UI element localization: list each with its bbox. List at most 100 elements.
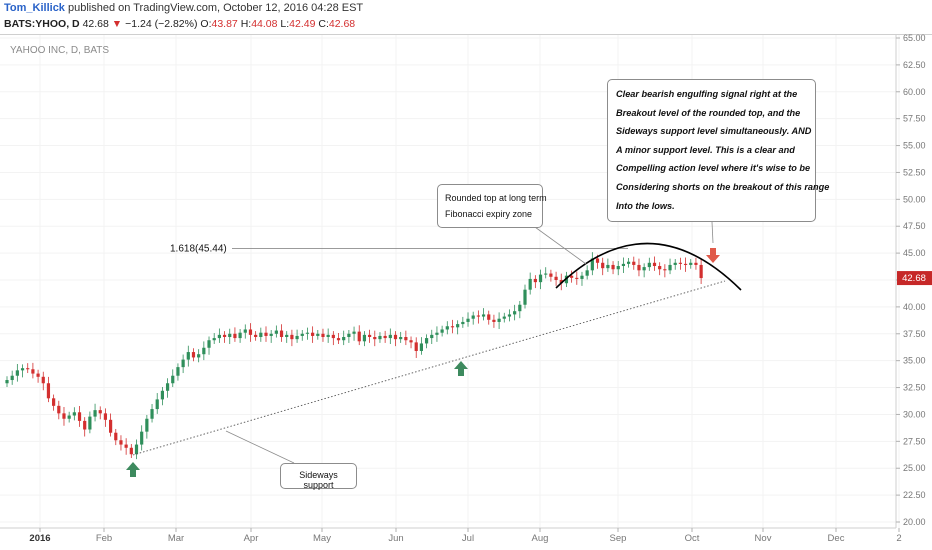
candle <box>222 331 227 343</box>
candle <box>98 406 102 420</box>
candle <box>663 264 667 278</box>
candle <box>155 393 159 414</box>
candle <box>362 331 367 347</box>
time-tick-label: Sep <box>610 533 627 544</box>
candle <box>347 330 351 343</box>
candle <box>481 308 486 321</box>
candle <box>83 417 87 437</box>
time-tick-label: Jul <box>462 533 474 544</box>
candle <box>476 310 480 324</box>
up-arrow-icon <box>454 361 468 376</box>
candle <box>673 259 677 270</box>
time-tick-label: Jun <box>388 533 403 544</box>
candle <box>26 363 30 374</box>
candle <box>502 312 506 323</box>
price-tick-label: 52.50 <box>903 167 926 177</box>
candle <box>52 394 56 411</box>
candle <box>186 345 190 367</box>
candle <box>46 376 51 403</box>
candle <box>171 369 175 388</box>
candle <box>259 327 263 342</box>
candle <box>466 312 470 327</box>
candle <box>419 337 423 355</box>
down-arrow-icon <box>706 248 720 263</box>
candle <box>518 300 522 319</box>
candle <box>523 284 527 309</box>
candle <box>471 311 475 325</box>
time-tick-label: 2 <box>896 533 901 544</box>
candle <box>57 400 61 420</box>
candle <box>652 256 657 271</box>
candle <box>647 257 651 271</box>
author-link[interactable]: Tom_Killick <box>4 2 65 14</box>
candle <box>285 331 289 343</box>
callout-pointer-big <box>711 221 714 244</box>
last-price-badge-text: 42.68 <box>902 273 926 284</box>
candle <box>31 362 35 379</box>
candle <box>72 407 76 421</box>
candle <box>160 387 164 406</box>
time-tick-label: Apr <box>244 533 259 544</box>
down-arrow-icon: ▼ <box>111 18 123 30</box>
high-value: 44.08 <box>251 18 278 30</box>
time-tick-label: 2016 <box>29 533 50 544</box>
candle <box>134 439 139 460</box>
candle <box>383 330 387 343</box>
candle <box>450 319 455 334</box>
callout-sideways-support[interactable]: Sideways support <box>280 463 357 490</box>
candle <box>606 258 610 272</box>
candle <box>621 257 626 274</box>
chart-title: YAHOO INC, D, BATS <box>10 45 109 56</box>
candle <box>233 327 237 342</box>
candle <box>642 263 646 278</box>
candle <box>145 414 149 439</box>
candle <box>197 349 201 363</box>
fib-level-label: 1.618(45.44) <box>170 243 227 254</box>
candle <box>140 425 144 451</box>
candle <box>269 330 273 343</box>
candle <box>150 404 154 423</box>
candle <box>119 435 123 451</box>
candle <box>507 309 512 322</box>
publish-text: published on TradingView.com, October 12… <box>64 2 364 14</box>
candle <box>243 324 247 339</box>
candle <box>331 331 335 346</box>
candle <box>248 323 253 342</box>
candle <box>580 271 584 286</box>
rounded-top-arc <box>555 242 742 291</box>
candle <box>683 257 688 272</box>
candle <box>554 271 558 286</box>
candle <box>378 332 382 343</box>
callout-pointer-small <box>225 430 295 464</box>
candle <box>627 257 631 268</box>
symbol-label: BATS:YHOO, D <box>4 18 80 30</box>
candle <box>590 252 594 276</box>
candle <box>342 330 346 346</box>
candle <box>228 328 232 344</box>
candle <box>176 363 180 381</box>
candle <box>264 326 268 342</box>
candle <box>461 316 465 328</box>
time-tick-label: Dec <box>828 533 845 544</box>
ohlc-legend: BATS:YHOO, D 42.68 ▼ −1.24 (−2.82%) O:43… <box>4 18 356 30</box>
candle <box>632 256 636 270</box>
price-tick-label: 40.00 <box>903 302 926 312</box>
candle <box>124 438 128 455</box>
candle <box>10 370 14 385</box>
candle <box>41 371 45 391</box>
price-tick-label: 65.00 <box>903 33 926 43</box>
candle <box>585 265 589 280</box>
callout-bearish-engulfing[interactable]: Clear bearish engulfing signal right at … <box>607 79 829 222</box>
candle <box>316 330 320 340</box>
price-tick-label: 55.00 <box>903 141 926 151</box>
candle <box>445 321 449 335</box>
candle <box>456 320 460 335</box>
candle <box>212 333 216 344</box>
candle <box>513 304 517 321</box>
candle <box>254 331 258 341</box>
callout-rounded-top[interactable]: Rounded top at long term Fibonacci expir… <box>437 184 547 228</box>
candle <box>575 271 579 285</box>
candle <box>217 328 221 343</box>
candle <box>399 331 403 343</box>
candle <box>274 325 278 338</box>
